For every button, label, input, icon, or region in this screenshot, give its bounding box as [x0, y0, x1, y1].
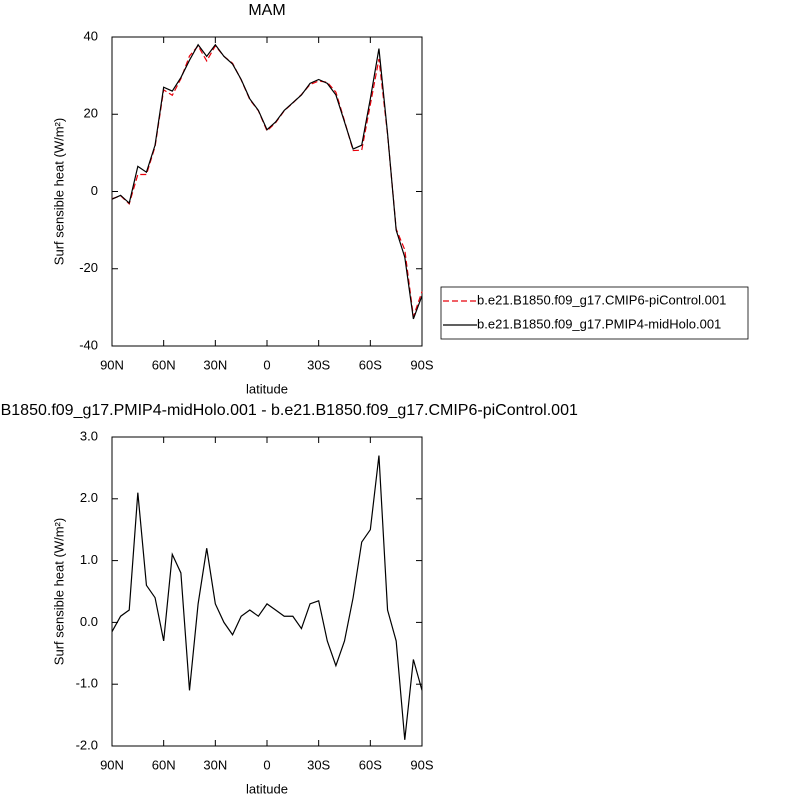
y-tick-label: -20 [79, 260, 98, 275]
y-axis-label: Surf sensible heat (W/m²) [51, 518, 66, 665]
y-tick-label: -2.0 [76, 737, 98, 752]
y-axis-label: Surf sensible heat (W/m²) [51, 118, 66, 265]
x-tick-label: 90N [100, 357, 124, 372]
x-tick-label: 60N [152, 357, 176, 372]
y-tick-label: 2.0 [80, 490, 98, 505]
chart-title: b.e21.B1850.f09_g17.PMIP4-midHolo.001 - … [0, 402, 578, 419]
y-tick-label: 40 [84, 28, 98, 43]
chart-title: MAM [248, 2, 285, 19]
plot-frame [111, 36, 423, 347]
data-line [111, 43, 423, 320]
y-tick-label: 3.0 [80, 428, 98, 443]
y-tick-label: 20 [84, 106, 98, 121]
x-tick-label: 90S [410, 357, 433, 372]
y-tick-label: 0 [91, 183, 98, 198]
data-line [111, 455, 423, 740]
data-line [111, 44, 423, 317]
x-axis-label: latitude [246, 381, 288, 396]
x-tick-label: 30S [307, 357, 330, 372]
x-axis-label: latitude [246, 781, 288, 796]
legend-label: b.e21.B1850.f09_g17.CMIP6-piControl.001 [477, 292, 726, 307]
legend-box [440, 286, 749, 340]
x-tick-label: 90S [410, 757, 433, 772]
x-tick-label: 60S [359, 757, 382, 772]
x-tick-label: 30N [203, 357, 227, 372]
x-tick-label: 0 [263, 357, 270, 372]
x-tick-label: 60N [152, 757, 176, 772]
x-tick-label: 30N [203, 757, 227, 772]
y-tick-label: 1.0 [80, 552, 98, 567]
y-tick-label: 0.0 [80, 614, 98, 629]
y-tick-label: -40 [79, 337, 98, 352]
x-tick-label: 90N [100, 757, 124, 772]
x-tick-label: 30S [307, 757, 330, 772]
x-tick-label: 0 [263, 757, 270, 772]
x-tick-label: 60S [359, 357, 382, 372]
legend-label: b.e21.B1850.f09_g17.PMIP4-midHolo.001 [477, 316, 721, 331]
y-tick-label: -1.0 [76, 676, 98, 691]
